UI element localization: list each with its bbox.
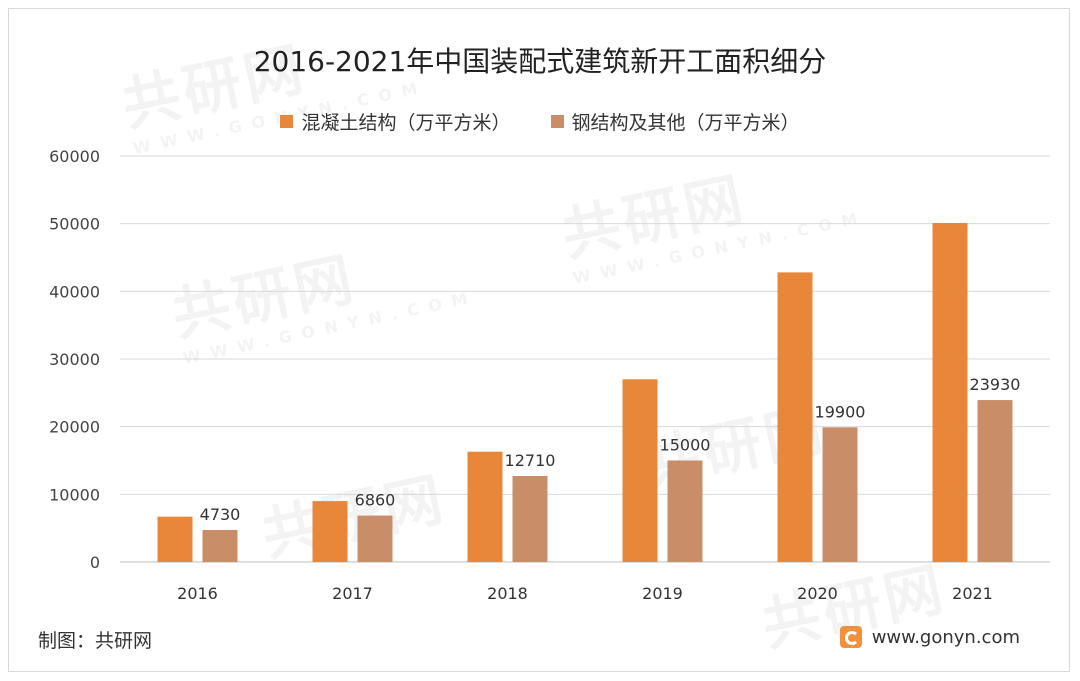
chart-title: 2016-2021年中国装配式建筑新开工面积细分 <box>253 45 827 78</box>
data-label: 12710 <box>505 451 556 470</box>
y-tick-label: 30000 <box>49 350 100 369</box>
bar-steel <box>202 529 238 562</box>
bar-concrete <box>932 222 968 563</box>
bar-concrete <box>622 379 658 562</box>
bar-concrete <box>777 272 813 562</box>
bar-concrete <box>467 451 503 562</box>
data-label: 23930 <box>970 375 1021 394</box>
source-credit: 制图：共研网 <box>38 630 153 652</box>
bar-steel <box>667 460 703 562</box>
data-label: 15000 <box>660 436 711 455</box>
legend-item-steel: 钢结构及其他（万平方米） <box>550 108 800 135</box>
legend-swatch-concrete <box>280 115 294 128</box>
bar-steel <box>512 475 548 562</box>
chart-legend: 混凝土结构（万平方米） 钢结构及其他（万平方米） <box>0 108 1080 135</box>
legend-label-concrete: 混凝土结构（万平方米） <box>301 112 511 134</box>
legend-item-concrete: 混凝土结构（万平方米） <box>280 108 511 135</box>
bar-concrete <box>312 501 348 562</box>
x-tick-label: 2020 <box>797 584 838 603</box>
bar-steel <box>357 515 393 562</box>
bar-steel <box>977 400 1013 562</box>
x-tick-label: 2018 <box>487 584 528 603</box>
y-tick-label: 60000 <box>49 147 100 166</box>
legend-swatch-steel <box>550 115 564 128</box>
data-label: 6860 <box>355 491 396 510</box>
website-credit: www.gonyn.com <box>839 626 1020 648</box>
x-tick-label: 2021 <box>952 584 993 603</box>
data-label: 19900 <box>815 402 866 421</box>
y-tick-label: 0 <box>90 553 100 572</box>
x-tick-label: 2017 <box>332 584 373 603</box>
bar-steel <box>822 427 858 562</box>
y-tick-label: 20000 <box>49 418 100 437</box>
website-url: www.gonyn.com <box>871 626 1020 648</box>
y-tick-label: 10000 <box>49 485 100 504</box>
bar-concrete <box>157 516 193 562</box>
legend-label-steel: 钢结构及其他（万平方米） <box>571 112 800 134</box>
y-tick-label: 40000 <box>49 282 100 301</box>
y-tick-label: 50000 <box>49 215 100 234</box>
x-tick-label: 2016 <box>177 584 218 603</box>
gonyn-logo-icon <box>839 626 862 648</box>
data-label: 4730 <box>200 505 241 524</box>
x-tick-label: 2019 <box>642 584 683 603</box>
